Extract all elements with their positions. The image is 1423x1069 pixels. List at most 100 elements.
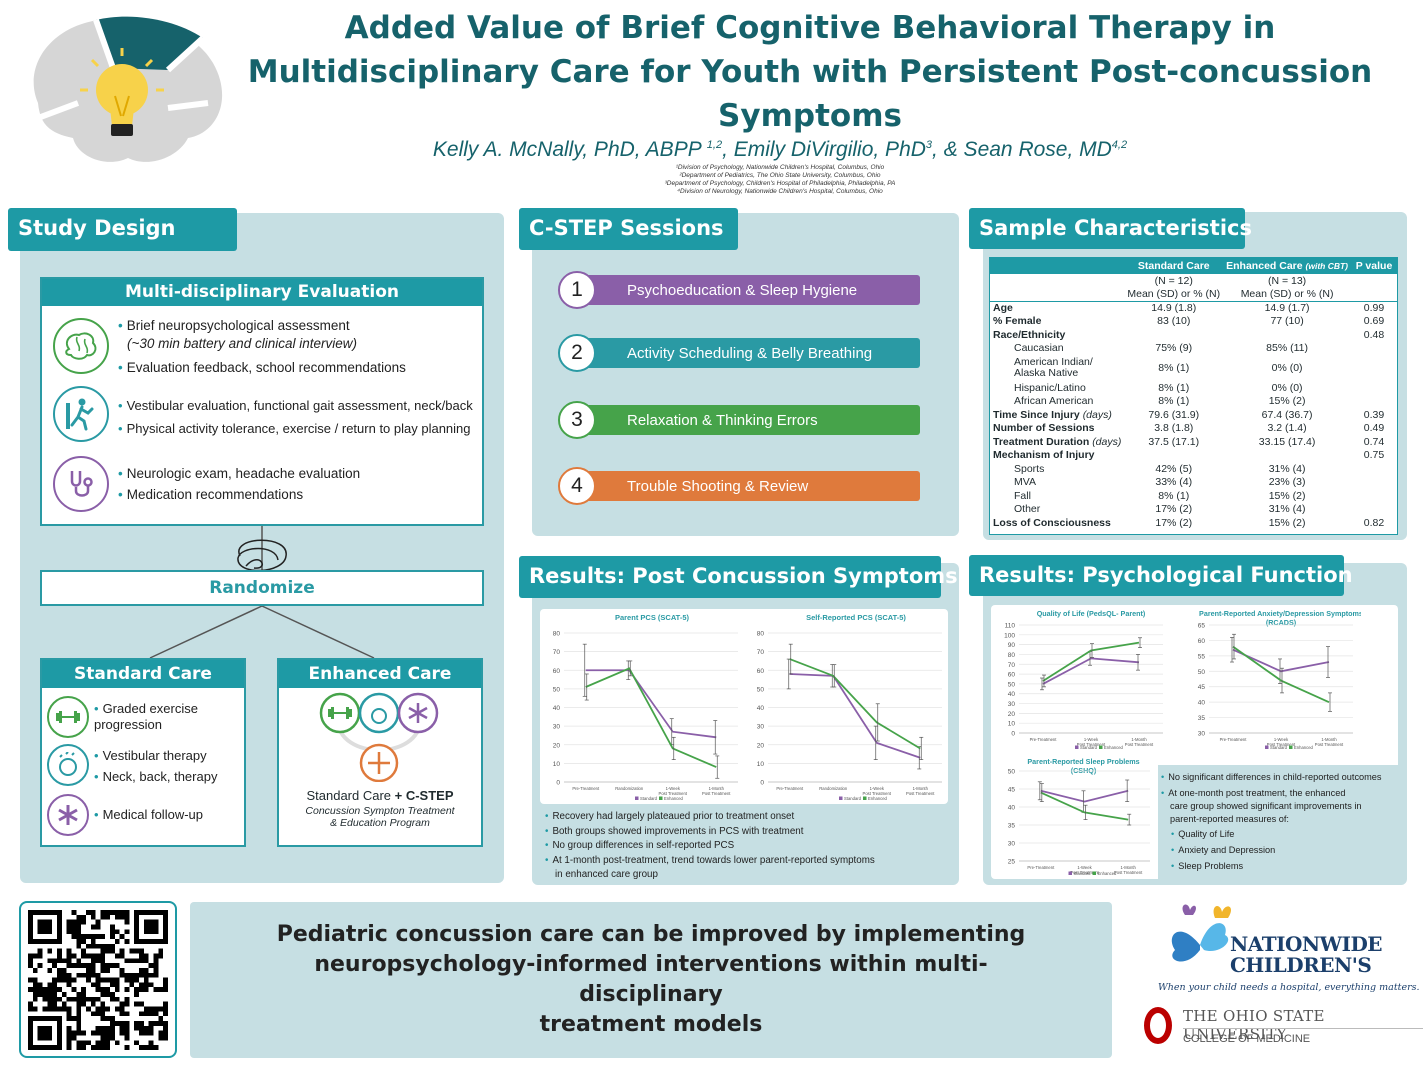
y-tick-label: 25 <box>1008 859 1016 866</box>
y-tick-label: 50 <box>1198 669 1206 676</box>
x-tick-label: Pre-Treatment <box>1027 865 1055 870</box>
cell-p: 0.82 <box>1363 516 1385 529</box>
sample-table: Standard Care Enhanced Care (with CBT) P… <box>990 258 1397 530</box>
x-tick-label: 1-Month Post Treatment <box>1315 737 1344 747</box>
y-tick-label: 20 <box>757 742 765 749</box>
y-tick-label: 40 <box>553 705 561 712</box>
y-tick-label: 50 <box>757 686 765 693</box>
session-label: Activity Scheduling & Belly Breathing <box>627 344 873 362</box>
cell-std: 3.8 (1.8) <box>1154 422 1194 435</box>
cell-enh: 23% (3) <box>1268 476 1306 489</box>
quality-of-life-chart: Quality of Life (PedsQL- Parent) 0 10 20 30 4… <box>1004 609 1163 750</box>
legend-swatch <box>659 796 663 800</box>
row-label: Loss of Consciousness <box>993 516 1111 529</box>
x-tick-label: 1-Month Post Treatment <box>1114 865 1143 875</box>
series-line-standard <box>1040 789 1129 803</box>
chart-title: Parent PCS (SCAT-5) <box>615 613 690 622</box>
nationwide-tagline: When your child needs a hospital, everyt… <box>1158 982 1420 993</box>
legend-label: Enhanced <box>868 796 888 801</box>
table-row: % Female 83 (10) 77 (10) 0.69 <box>990 315 1397 329</box>
session-label: Psychoeducation & Sleep Hygiene <box>627 281 858 299</box>
affiliations: ¹Division of Psychology, Nationwide Chil… <box>664 164 896 195</box>
table-row: American Indian/Alaska Native 8% (1) 0% (0… <box>990 355 1397 381</box>
randomize-connector <box>149 526 375 659</box>
legend-label: Standard <box>1074 871 1092 876</box>
series-line-standard <box>1042 657 1140 685</box>
conclusion-box: Pediatric concussion care can be improve… <box>190 902 1112 1058</box>
y-tick-label: 50 <box>1008 681 1016 688</box>
osu-block-o-icon <box>1144 1007 1172 1044</box>
y-tick-label: 45 <box>1198 684 1206 691</box>
legend-label: Standard <box>1270 745 1288 750</box>
sample-title: Sample Characteristics <box>969 208 1252 249</box>
cell-enh: 77 (10) <box>1270 315 1304 328</box>
session-bar-4: Trouble Shooting & Review <box>575 471 920 501</box>
cell-std <box>1124 328 1223 342</box>
cell-p <box>1351 503 1397 517</box>
y-tick-label: 70 <box>553 649 561 656</box>
y-tick-label: 70 <box>1008 662 1016 669</box>
legend-label: Enhanced <box>1098 871 1118 876</box>
session-label: Trouble Shooting & Review <box>627 477 809 495</box>
series-line-standard <box>585 669 717 739</box>
y-tick-label: 30 <box>1008 841 1016 848</box>
cell-p: 0.75 <box>1363 449 1385 462</box>
poster-title: Added Value of Brief Cognitive Behaviora… <box>247 10 1373 134</box>
brain-icon <box>53 318 109 374</box>
cell-std: 8% (1) <box>1158 362 1190 374</box>
row-label: American Indian/Alaska Native <box>1014 356 1093 379</box>
randomize-label: Randomize <box>209 578 315 598</box>
cell-p: 0.69 <box>1363 315 1385 328</box>
cell-std: 8% (1) <box>1158 489 1190 502</box>
medical-star-icon <box>47 794 89 836</box>
y-tick-label: 30 <box>1008 701 1016 708</box>
cell-std: 8% (1) <box>1158 381 1190 394</box>
stethoscope-icon <box>53 456 109 512</box>
cell-p <box>1351 342 1397 356</box>
y-tick-label: 30 <box>757 724 765 731</box>
row-label: African American <box>1014 395 1094 408</box>
cell-enh: 15% (2) <box>1268 395 1306 408</box>
y-tick-label: 45 <box>1008 787 1016 794</box>
x-tick-label: 1-Week Post Treatment <box>1077 737 1106 747</box>
cell-p: 0.74 <box>1363 435 1385 448</box>
header-enhanced: Enhanced Care (with CBT) <box>1223 258 1352 274</box>
x-tick-label: 1-Week Post Treatment <box>659 786 688 796</box>
cell-p: 0.39 <box>1363 408 1385 421</box>
y-tick-label: 40 <box>1008 691 1016 698</box>
table-row: African American 8% (1) 15% (2) <box>990 395 1397 409</box>
sample-table-wrap: Standard Care Enhanced Care (with CBT) P… <box>989 257 1398 535</box>
x-tick-label: 1-Month Post Treatment <box>906 786 935 796</box>
legend-label: Enhanced <box>1294 745 1314 750</box>
cell-std <box>1124 449 1223 463</box>
session-number: 2 <box>558 334 596 372</box>
standard-care-bullets: • Graded exercise progression • Vestibular… <box>94 701 218 822</box>
cell-enh: 15% (2) <box>1268 516 1306 529</box>
cell-enh <box>1223 328 1351 342</box>
row-label: Hispanic/Latino <box>1014 381 1086 394</box>
chart-title: Quality of Life (PedsQL- Parent) <box>1037 609 1146 618</box>
y-tick-label: 40 <box>1008 805 1016 812</box>
parent-pcs-chart: Parent PCS (SCAT-5) 0 10 20 30 40 50 60 70 80 Pre-… <box>553 613 738 801</box>
legend-label: Enhanced <box>664 796 684 801</box>
row-label: Age <box>993 302 1013 314</box>
nationwide-logo: NATIONWIDE CHILDREN'S <box>1230 932 1383 977</box>
cell-p: 0.48 <box>1363 328 1385 341</box>
header-standard: Standard Care <box>1124 258 1224 274</box>
cell-p: 0.49 <box>1363 422 1385 435</box>
cell-p <box>1351 355 1397 381</box>
row-label: Race/Ethnicity <box>993 328 1066 341</box>
y-tick-label: 0 <box>1011 731 1015 738</box>
qr-code[interactable] <box>19 901 177 1058</box>
cell-std: 17% (2) <box>1155 503 1193 516</box>
row-label: Fall <box>1014 489 1031 502</box>
cell-enh <box>1223 449 1351 463</box>
x-tick-label: 1-Month Post Treatment <box>702 786 731 796</box>
legend-label: Standard <box>1080 745 1098 750</box>
sleep-problems-chart: Parent-Reported Sleep Problems (CSHQ) 25 30… <box>1008 757 1150 876</box>
cell-p <box>1351 395 1397 409</box>
table-row: Mechanism of Injury 0.75 <box>990 449 1397 463</box>
x-tick-label: 1-Week Post Treatment <box>1267 737 1296 747</box>
y-tick-label: 50 <box>1008 769 1016 776</box>
row-label: Treatment Duration (days) <box>993 435 1122 448</box>
